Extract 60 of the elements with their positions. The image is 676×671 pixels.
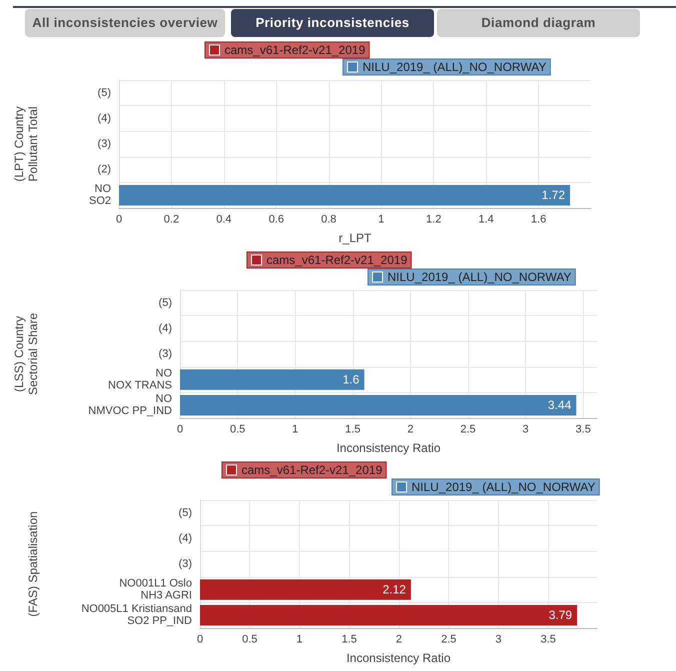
text: Diamond diagram (437, 9, 640, 37)
x-tick-label: 1.2 (426, 214, 442, 226)
x-tick-label: 1.5 (342, 634, 357, 646)
y-tick-label: (5) (98, 86, 111, 99)
x-axis-title: Inconsistency Ratio (336, 441, 441, 455)
y-tick-label: (4) (158, 322, 172, 334)
data-label: 3.44 (548, 398, 572, 412)
legend-label: cams_v61-Ref2-v21_2019 (224, 43, 366, 57)
x-tick-label: 1 (378, 214, 384, 226)
text: All inconsistencies overview (25, 9, 225, 37)
x-tick-label: 0.6 (268, 214, 284, 226)
data-label: 2.12 (382, 582, 406, 597)
y-tick-label: (2) (98, 164, 111, 176)
x-tick-label: 0.5 (230, 424, 246, 436)
legend-label: cams_v61-Ref2-v21_2019 (242, 463, 383, 477)
x-tick-label: 3 (522, 424, 529, 436)
legend-label: NILU_2019_ (ALL)_NO_NORWAY (388, 270, 572, 284)
x-axis-title: Inconsistency Ratio (346, 651, 451, 665)
x-tick-label: 3.5 (576, 424, 591, 436)
x-tick-label: 0.8 (321, 214, 336, 226)
data-label: 3.79 (548, 608, 572, 622)
x-tick-label: 0.2 (164, 214, 180, 226)
y-axis-title: (LSS) Country Sectorial Share (12, 312, 40, 396)
data-label: 1.6 (342, 372, 360, 387)
x-axis-title: r_LPT (338, 231, 372, 245)
x-tick-label: 2.5 (441, 634, 456, 646)
x-tick-label: 1.6 (530, 214, 546, 226)
x-tick-label: 1 (296, 634, 303, 646)
x-tick-label: 1.4 (478, 214, 494, 226)
y-tick-label: NO NMVOC PP_IND (88, 393, 172, 418)
legend-label: NILU_2019_ (ALL)_NO_NORWAY (412, 480, 596, 494)
legend-label: cams_v61-Ref2-v21_2019 (266, 253, 408, 267)
x-tick-label: 0.4 (216, 214, 232, 226)
x-tick-label: 0 (196, 634, 204, 646)
x-tick-label: 2.5 (460, 424, 476, 436)
x-tick-label: 0 (116, 214, 122, 226)
x-tick-label: 3.5 (540, 634, 556, 646)
x-tick-label: 2 (396, 634, 402, 646)
y-axis-title: (FAS) Spatialisation (26, 511, 40, 617)
y-tick-label: (3) (98, 138, 111, 150)
x-tick-label: 2 (407, 424, 414, 436)
y-axis-title: (LPT) Country Pollutant Total (12, 106, 40, 182)
y-tick-label: NO005L1 Kristiansand SO2 PP_IND (81, 603, 192, 628)
x-tick-label: 1 (292, 424, 298, 436)
text: Priority inconsistencies (231, 9, 434, 37)
x-tick-label: 1.5 (345, 424, 360, 436)
y-tick-label: (4) (178, 532, 192, 544)
x-tick-label: 0 (176, 424, 184, 436)
x-tick-label: 3 (495, 634, 502, 646)
y-tick-label: NO001L1 Oslo NH3 AGRI (119, 578, 192, 602)
y-tick-label: (3) (178, 558, 192, 570)
y-tick-label: NO SO2 (88, 183, 112, 208)
data-label: 1.72 (542, 188, 566, 202)
y-tick-label: (4) (98, 112, 111, 124)
y-tick-label: (5) (158, 296, 172, 309)
y-tick-label: (3) (158, 348, 172, 360)
y-tick-label: (5) (178, 506, 192, 519)
legend-label: NILU_2019_ (ALL)_NO_NORWAY (362, 60, 546, 74)
y-tick-label: NO NOX TRANS (108, 368, 172, 392)
x-tick-label: 0.5 (242, 634, 258, 646)
